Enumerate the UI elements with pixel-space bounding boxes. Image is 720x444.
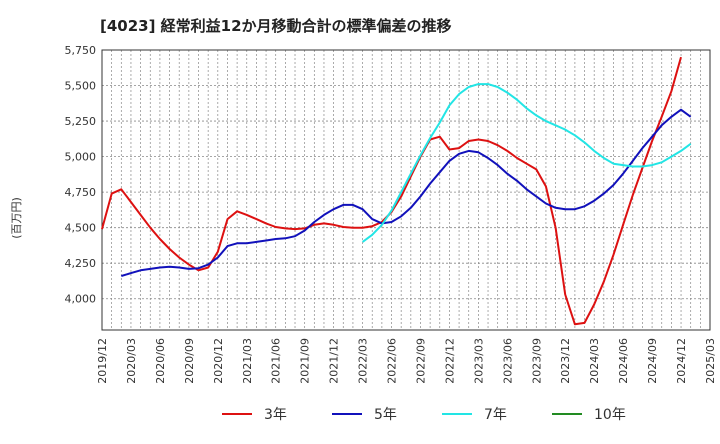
legend: 3年 5年 7年 10年 (222, 407, 626, 423)
x-tick-label: 2020/12 (212, 338, 225, 384)
grid-layer (101, 49, 711, 330)
axis-layer: 4,000 4,250 4,500 4,750 5,000 5,250 5,500 5,750… (65, 44, 718, 384)
y-tick-label: 5,500 (65, 80, 97, 93)
series-layer (101, 56, 692, 326)
x-tick-label: 2024/06 (617, 338, 630, 384)
x-tick-label: 2024/09 (646, 338, 659, 384)
x-tick-label: 2021/03 (241, 338, 254, 384)
y-tick-label: 4,250 (65, 257, 97, 270)
y-tick-label: 5,000 (65, 151, 97, 164)
x-tick-label: 2023/12 (559, 338, 572, 384)
x-tick-label: 2024/03 (588, 338, 601, 384)
x-tick-label: 2020/09 (183, 338, 196, 384)
y-tick-label: 4,500 (65, 222, 97, 235)
y-tick-label: 5,750 (65, 44, 97, 57)
x-tick-label: 2023/03 (472, 338, 485, 384)
legend-label: 7年 (484, 407, 507, 423)
x-tick-label: 2023/06 (501, 338, 514, 384)
legend-label: 10年 (594, 407, 626, 423)
series-line (121, 108, 692, 277)
legend-label: 3年 (264, 407, 287, 423)
x-tick-label: 2022/12 (443, 338, 456, 384)
y-tick-label: 5,250 (65, 115, 97, 128)
x-tick-label: 2020/06 (154, 338, 167, 384)
y-tick-label: 4,750 (65, 186, 97, 199)
legend-label: 5年 (374, 407, 397, 423)
y-tick-label: 4,000 (65, 293, 97, 306)
x-tick-label: 2023/09 (530, 338, 543, 384)
chart-title: [4023] 経常利益12か月移動合計の標準偏差の推移 (100, 17, 452, 35)
x-tick-label: 2022/03 (357, 338, 370, 384)
x-tick-label: 2019/12 (96, 338, 109, 384)
x-tick-label: 2024/12 (675, 338, 688, 384)
series-line (362, 83, 692, 243)
x-tick-label: 2021/09 (299, 338, 312, 384)
y-axis-label: (百万円) (10, 197, 23, 239)
plot-frame (101, 49, 711, 331)
x-tick-label: 2022/06 (386, 338, 399, 384)
x-tick-label: 2020/03 (125, 338, 138, 384)
x-tick-label: 2021/06 (270, 338, 283, 384)
x-tick-label: 2021/12 (328, 338, 341, 384)
x-tick-label: 2022/09 (414, 338, 427, 384)
x-tick-label: 2025/03 (704, 338, 717, 384)
